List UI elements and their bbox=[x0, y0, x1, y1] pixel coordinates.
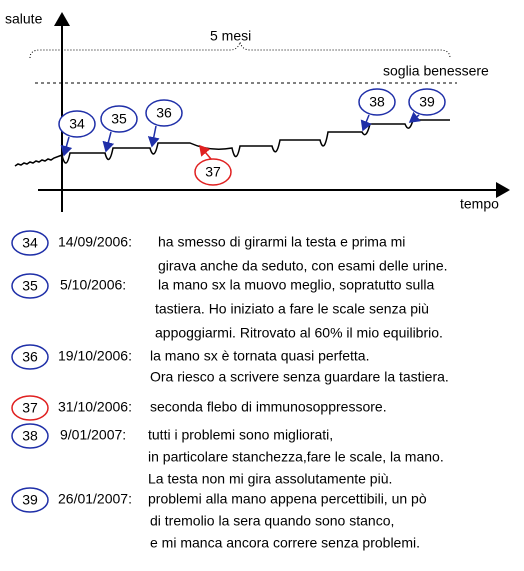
note-date: 9/01/2007: bbox=[60, 427, 126, 443]
marker-label: 37 bbox=[205, 164, 221, 180]
note-badge bbox=[11, 395, 49, 421]
note-line: seconda flebo di immunosoppressore. bbox=[150, 399, 387, 415]
note-number: 35 bbox=[22, 278, 38, 294]
note-date: 31/10/2006: bbox=[58, 399, 132, 415]
note-date: 19/10/2006: bbox=[58, 348, 132, 364]
marker-ellipse bbox=[58, 110, 96, 138]
note-date: 14/09/2006: bbox=[58, 234, 132, 250]
note-line: appoggiarmi. Ritrovato al 60% il mio equ… bbox=[155, 325, 443, 341]
note-line: tastiera. Ho iniziato a fare le scale se… bbox=[155, 301, 429, 317]
note-number: 36 bbox=[22, 349, 38, 365]
marker-label: 38 bbox=[369, 94, 385, 110]
note-line: la mano sx è tornata quasi perfetta. bbox=[150, 348, 369, 364]
note-badge bbox=[11, 423, 49, 449]
note-number: 34 bbox=[22, 235, 38, 251]
note-badge bbox=[11, 344, 49, 370]
marker-arrow bbox=[360, 114, 372, 132]
note-number: 37 bbox=[22, 400, 38, 416]
axes bbox=[38, 12, 510, 212]
span-label: 5 mesi bbox=[210, 28, 251, 44]
note-line: tutti i problemi sono migliorati, bbox=[148, 427, 333, 443]
marker-ellipse bbox=[145, 99, 183, 127]
note-line: Ora riesco a scrivere senza guardare la … bbox=[150, 369, 449, 385]
note-date: 26/01/2007: bbox=[58, 491, 132, 507]
marker-arrow bbox=[102, 131, 115, 153]
note-line: in particolare stanchezza,fare le scale,… bbox=[148, 449, 444, 465]
marker-label: 39 bbox=[419, 94, 435, 110]
brace bbox=[29, 41, 451, 59]
marker-ellipse bbox=[408, 88, 446, 116]
marker-label: 35 bbox=[111, 111, 127, 127]
y-label: salute bbox=[5, 11, 43, 27]
marker-arrow bbox=[60, 136, 73, 157]
note-line: girava anche da seduto, con esami delle … bbox=[158, 258, 448, 274]
note-number: 38 bbox=[22, 428, 38, 444]
marker-ellipse bbox=[100, 105, 138, 133]
marker-label: 34 bbox=[69, 116, 85, 132]
note-badge bbox=[11, 273, 49, 299]
marker-label: 36 bbox=[156, 105, 172, 121]
note-line: La testa non mi gira assolutamente più. bbox=[148, 471, 392, 487]
note-line: e mi manca ancora correre senza problemi… bbox=[150, 535, 420, 551]
marker-arrow bbox=[147, 125, 160, 148]
note-badge bbox=[11, 230, 49, 256]
note-badge bbox=[11, 487, 49, 513]
note-line: ha smesso di girarmi la testa e prima mi bbox=[158, 234, 405, 250]
note-line: problemi alla mano appena percettibili, … bbox=[148, 491, 427, 507]
health-curve bbox=[14, 119, 450, 167]
note-line: la mano sx la muovo meglio, sopratutto s… bbox=[158, 277, 434, 293]
threshold-label: soglia benessere bbox=[383, 63, 489, 79]
marker-ellipse bbox=[358, 88, 396, 116]
marker-ellipse bbox=[194, 158, 232, 186]
x-label: tempo bbox=[460, 196, 499, 212]
marker-arrow bbox=[408, 111, 421, 123]
note-line: di tremolio la sera quando sono stanco, bbox=[150, 513, 394, 529]
note-number: 39 bbox=[22, 492, 38, 508]
note-date: 5/10/2006: bbox=[60, 277, 126, 293]
marker-arrow bbox=[199, 144, 212, 160]
